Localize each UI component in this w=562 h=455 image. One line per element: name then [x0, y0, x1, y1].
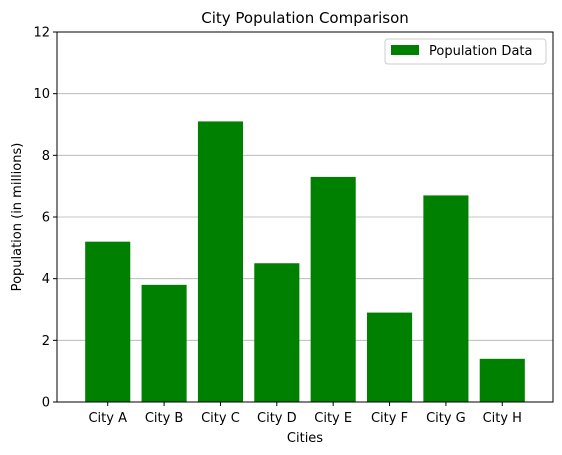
y-tick-label: 2 [42, 334, 50, 349]
bars [85, 121, 525, 403]
legend-swatch [391, 45, 419, 55]
bar-city-f [367, 312, 413, 402]
x-tick-label: City G [426, 411, 466, 426]
x-axis-ticks: City A City B City C City D City E City F City… [88, 402, 522, 426]
y-axis-ticks: 0 2 4 6 8 10 12 [33, 26, 57, 411]
bar-city-d [254, 263, 300, 402]
x-tick-label: City C [201, 411, 240, 426]
x-tick-label: City D [257, 411, 297, 426]
legend-label: Population Data [429, 44, 532, 59]
y-tick-label: 4 [42, 272, 50, 287]
x-tick-label: City H [483, 411, 522, 426]
legend-box [384, 38, 547, 65]
x-tick-label: City E [314, 411, 352, 426]
x-tick-label: City B [145, 411, 184, 426]
bar-city-g [423, 195, 469, 402]
bar-city-a [85, 241, 131, 402]
x-tick-label: City F [371, 411, 408, 426]
legend: Population Data [384, 38, 547, 65]
bar-city-h [479, 358, 525, 402]
x-axis-label: Cities [287, 431, 323, 446]
bar-city-b [141, 284, 187, 402]
y-tick-label: 10 [33, 87, 50, 102]
y-tick-label: 0 [42, 396, 50, 411]
x-tick-label: City A [88, 411, 127, 426]
y-tick-label: 8 [42, 149, 50, 164]
bar-city-c [197, 121, 243, 403]
bar-city-e [310, 176, 356, 402]
y-axis-label: Population (in millions) [10, 143, 25, 292]
y-tick-label: 6 [42, 211, 50, 226]
grid-lines [57, 93, 553, 341]
chart-title: City Population Comparison [201, 9, 409, 27]
y-tick-label: 12 [33, 26, 50, 41]
